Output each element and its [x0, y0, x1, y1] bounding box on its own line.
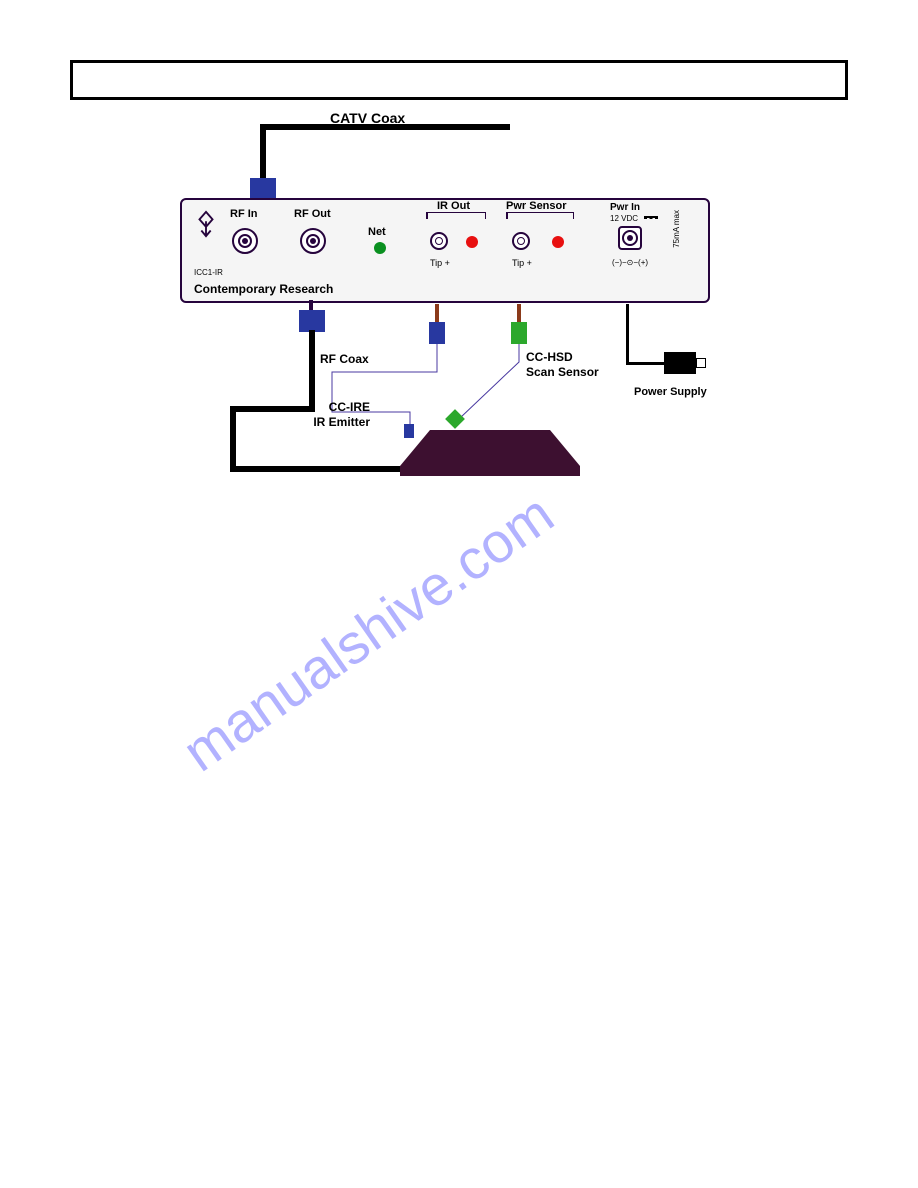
page-title-border	[70, 60, 848, 100]
rf-coax-vert	[309, 330, 315, 410]
sensor-plug-body	[511, 322, 527, 344]
polarity-label: (−)−⊙−(+)	[612, 258, 648, 267]
net-label: Net	[368, 226, 386, 238]
ir-out-label: IR Out	[437, 200, 470, 212]
model-label: ICC1-IR	[194, 268, 223, 277]
dc-symbol	[644, 216, 658, 219]
tip1-label: Tip +	[430, 258, 450, 268]
rf-out-label: RF Out	[294, 208, 331, 220]
rf-coax-horiz	[230, 406, 315, 412]
ir-out-bracket	[426, 212, 486, 218]
ir-out-led	[466, 236, 478, 248]
catv-cable-vert	[260, 124, 266, 184]
catv-connector	[250, 178, 276, 200]
net-led	[374, 242, 386, 254]
power-supply-label: Power Supply	[634, 386, 707, 398]
cr-logo-icon	[192, 210, 220, 238]
rf-in-label: RF In	[230, 208, 258, 220]
power-cable-vert	[626, 304, 629, 364]
device-panel: RF In RF Out Net IR Out Tip + Pwr Sensor…	[180, 198, 710, 303]
cc-hsd-label1: CC-HSD	[526, 350, 573, 364]
rf-coax-vert2	[230, 406, 236, 472]
watermark-text: manualshive.com	[171, 481, 565, 784]
pwr-volt-label: 12 VDC	[610, 214, 638, 223]
connection-diagram: CATV Coax RF In RF Out Net IR Out Tip +	[180, 110, 740, 510]
sensor-plug-tip	[517, 304, 521, 324]
ir-out-jack	[430, 232, 448, 250]
pwr-in-label: Pwr In	[610, 202, 640, 213]
power-cable-horiz	[626, 362, 666, 365]
ir-plug-tip	[435, 304, 439, 324]
tip2-label: Tip +	[512, 258, 532, 268]
pwr-sensor-jack	[512, 232, 530, 250]
pwr-sensor-led	[552, 236, 564, 248]
pwr-amp-label: 75mA max	[672, 210, 681, 248]
pwr-sensor-label: Pwr Sensor	[506, 200, 567, 212]
ir-plug-body	[429, 322, 445, 344]
cc-ire-label1: CC-IRE	[310, 400, 370, 414]
cc-ire-label2: IR Emitter	[310, 415, 370, 429]
tv-shape	[400, 420, 580, 480]
pwr-sensor-bracket	[506, 212, 574, 218]
rf-in-port	[232, 228, 258, 254]
brand-label: Contemporary Research	[194, 282, 333, 296]
cc-hsd-label2: Scan Sensor	[526, 365, 599, 379]
pwr-in-jack	[618, 226, 642, 250]
catv-cable-horiz	[260, 124, 510, 130]
rf-out-port	[300, 228, 326, 254]
power-prong	[696, 358, 706, 368]
power-brick	[664, 352, 696, 374]
rfout-connector	[299, 310, 325, 332]
